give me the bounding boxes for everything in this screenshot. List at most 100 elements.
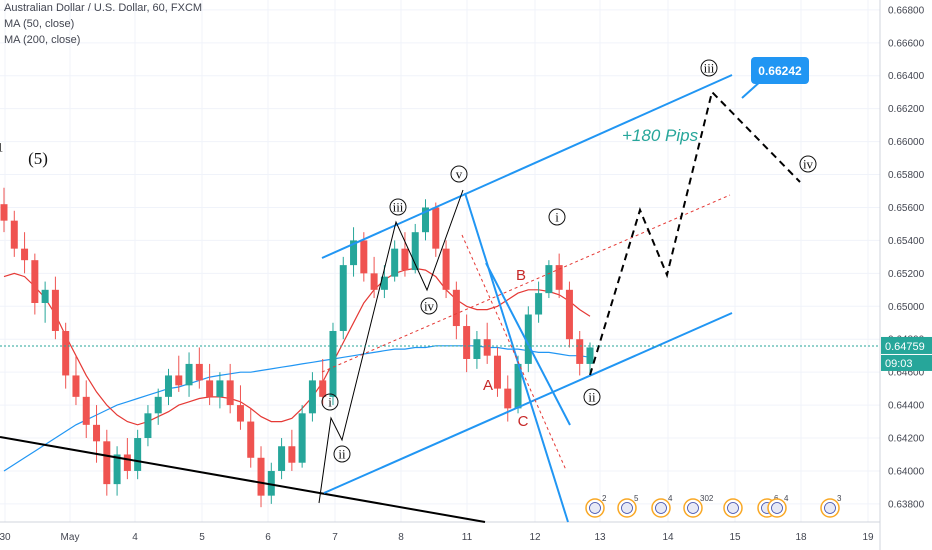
y-tick-label: 0.66600: [888, 38, 925, 49]
abc-channel-inner: [485, 262, 571, 426]
candle-body: [586, 347, 594, 364]
abc-channel-mid: [461, 234, 567, 471]
candle-body: [339, 265, 347, 331]
y-tick-label: 0.66200: [888, 104, 925, 115]
candle-body: [493, 355, 501, 389]
candle-body: [483, 339, 491, 356]
x-tick-label: 18: [795, 532, 807, 543]
candle-body: [576, 339, 584, 364]
moving-averages: [3, 267, 591, 472]
target-callout-box: [751, 57, 809, 84]
x-tick-label: 5: [199, 532, 205, 543]
candle-body: [452, 289, 460, 327]
event-badge-count: 4: [784, 494, 789, 503]
candle-body: [51, 289, 59, 331]
candle-body: [10, 220, 18, 249]
candles: [0, 187, 594, 508]
y-tick-label: 0.64200: [888, 434, 925, 445]
candle-body: [164, 375, 172, 397]
x-tick-label: 13: [594, 532, 606, 543]
candle-body: [473, 339, 481, 359]
wave-label: i: [328, 395, 332, 410]
candle-body: [350, 240, 358, 266]
symbol-title: Australian Dollar / U.S. Dollar, 60, FXC…: [4, 2, 203, 14]
x-tick-label: 15: [729, 532, 741, 543]
legend: Australian Dollar / U.S. Dollar, 60, FXC…: [4, 0, 202, 48]
wave-label-circle: [420, 297, 438, 315]
x-tick-label: 30: [0, 532, 11, 543]
wave-label-circle: [548, 208, 566, 226]
wave-label: i: [555, 210, 559, 225]
event-flag-icon: [589, 502, 601, 514]
current-price-tag: [881, 336, 932, 354]
wave-label-circle: [583, 388, 601, 406]
candle-body: [432, 207, 440, 249]
wave-label: ii: [588, 390, 596, 405]
candle-body: [370, 273, 378, 290]
candle-body: [236, 405, 244, 422]
wave-label: (5): [28, 149, 48, 168]
wave-label: v: [456, 167, 463, 182]
candle-body: [380, 276, 388, 290]
x-tick-label: 8: [398, 532, 404, 543]
wave-label: iv: [424, 299, 435, 314]
candle-body: [411, 232, 419, 271]
candle-body: [21, 248, 29, 261]
price-scale: 0.64759 09:03: [881, 336, 932, 371]
event-flag-icon: [727, 502, 739, 514]
candle-body: [206, 380, 214, 397]
candle-body: [123, 454, 131, 471]
channel-lower-line: [323, 312, 733, 494]
wave-label: iii: [393, 200, 404, 215]
candle-body: [319, 380, 327, 397]
y-tick-label: 0.64000: [888, 466, 925, 477]
candle-body: [545, 265, 553, 294]
y-tick-label: 0.65800: [888, 170, 925, 181]
wave-label: iv: [803, 157, 814, 172]
wave-label-circle: [389, 198, 407, 216]
wave-label-circle: [700, 59, 718, 77]
countdown-label: 09:03: [885, 358, 913, 370]
event-flag-icon: [621, 502, 633, 514]
candle-body: [113, 454, 121, 485]
wave-label: 1: [0, 140, 3, 155]
candle-body: [422, 207, 430, 233]
y-tick-label: 0.65600: [888, 203, 925, 214]
candle-body: [555, 265, 563, 290]
y-tick-label: 0.64600: [888, 368, 925, 379]
candle-body: [103, 441, 111, 485]
candle-body: [267, 470, 275, 496]
y-tick-label: 0.65200: [888, 269, 925, 280]
event-badge-count: 302: [700, 494, 714, 503]
wave-label: ii: [338, 447, 346, 462]
wave-label-a: A: [483, 377, 493, 394]
candle-body: [72, 375, 80, 397]
wave-label-circle: [321, 393, 339, 411]
candle-body: [195, 363, 203, 381]
channel-midline: [321, 194, 731, 373]
candle-body: [442, 248, 450, 290]
wave-label-c: C: [518, 413, 529, 430]
wave-label-circle: [799, 155, 817, 173]
y-tick-label: 0.66000: [888, 137, 925, 148]
ma200-legend: MA (200, close): [4, 34, 81, 46]
x-tick-label: 4: [132, 532, 138, 543]
candle-body: [134, 438, 142, 471]
wave-label-circle: [333, 445, 351, 463]
event-badge-count: 4: [668, 494, 673, 503]
target-callout-label: 0.66242: [758, 64, 802, 78]
black-trendline: [0, 436, 486, 523]
candle-body: [329, 330, 337, 397]
candle-body: [216, 380, 224, 397]
event-badge-count: 2: [602, 494, 607, 503]
candle-body: [82, 396, 90, 425]
current-price-label: 0.64759: [885, 341, 925, 353]
candle-body: [463, 326, 471, 359]
candle-body: [93, 424, 101, 442]
candle-body: [144, 413, 152, 439]
candle-body: [154, 396, 162, 414]
y-tick-label: 0.66400: [888, 71, 925, 82]
